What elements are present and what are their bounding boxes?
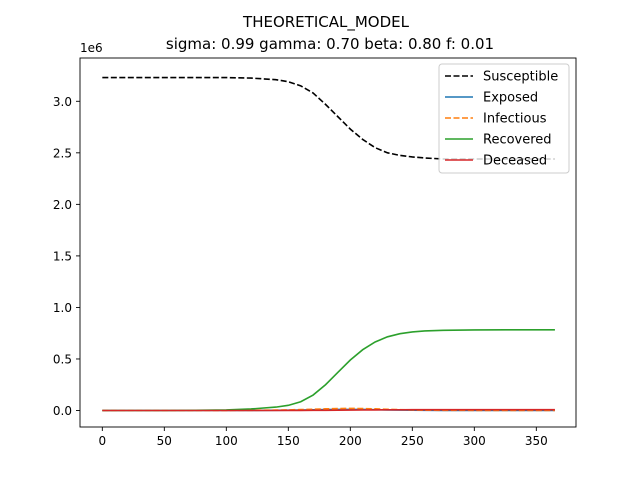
x-tick-label: 350 [525,434,548,448]
legend: Susceptible Exposed Infectious Recovered Dec… [438,63,570,174]
y-tick-label: 2.0 [53,198,72,212]
y-tick-label: 1.5 [53,249,72,263]
x-tick-label: 100 [215,434,238,448]
x-tick-label: 250 [401,434,424,448]
legend-label-deceased: Deceased [483,154,547,169]
y-tick-label: 0.5 [53,352,72,366]
y-tick-label: 2.5 [53,146,72,160]
legend-box [438,63,570,174]
chart-subtitle: sigma: 0.99 gamma: 0.70 beta: 0.80 f: 0.… [166,35,494,53]
legend-label-recovered: Recovered [483,133,552,148]
legend-label-infectious: Infectious [483,112,547,127]
series-line-infectious [102,407,555,412]
x-tick-label: 200 [339,434,362,448]
axes-frame [79,57,577,428]
axes: 0 50 100 150 200 250 300 350 0.0 0.5 1.0 1.5 2.0 2.5 3… [53,57,577,448]
chart-title: THEORETICAL_MODEL [242,13,410,32]
y-tick-label: 3.0 [53,95,72,109]
y-tick-label: 1.0 [53,301,72,315]
x-tick-label: 0 [98,434,106,448]
y-offset-label: 1e6 [80,41,103,55]
series-line-deceased [102,408,555,412]
x-tick-label: 150 [277,434,300,448]
y-tick-label: 0.0 [53,404,72,418]
legend-label-exposed: Exposed [483,91,538,106]
x-tick-label: 50 [157,434,172,448]
legend-label-susceptible: Susceptible [483,70,558,85]
x-tick-label: 300 [463,434,486,448]
